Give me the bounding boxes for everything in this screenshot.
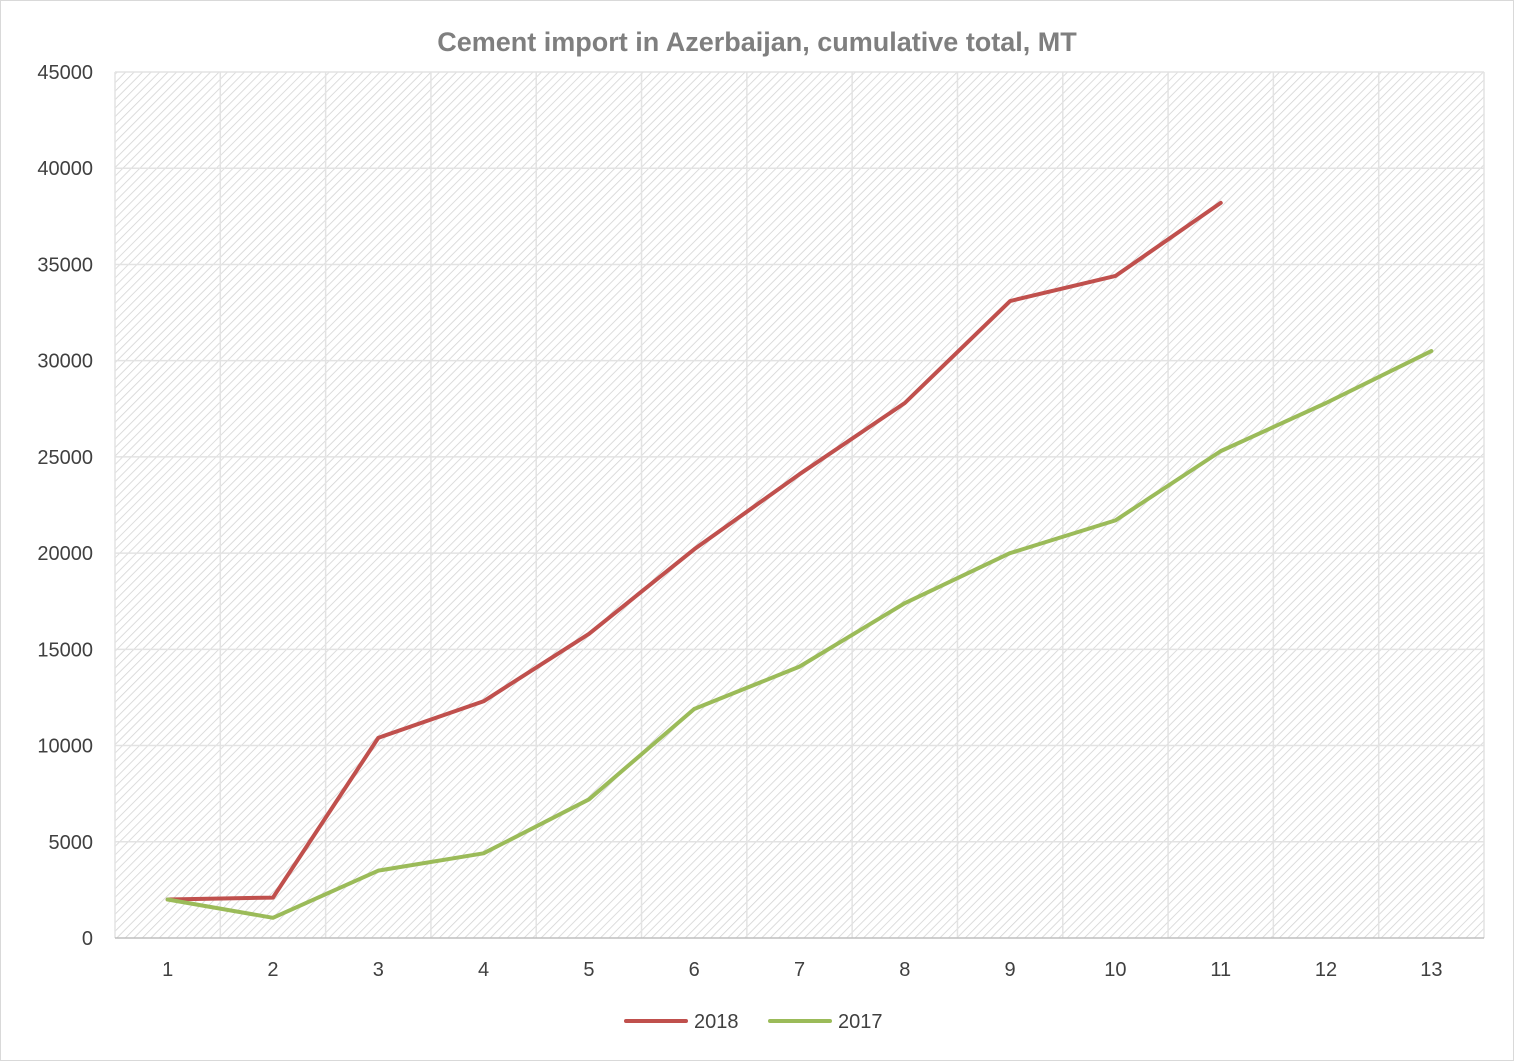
y-tick-label: 0	[82, 928, 93, 950]
y-tick-label: 20000	[37, 543, 93, 565]
y-tick-label: 40000	[37, 158, 93, 180]
x-tick-label: 2	[267, 959, 278, 981]
y-tick-label: 25000	[37, 447, 93, 469]
series-line-2018	[165, 200, 1223, 902]
x-tick-label: 5	[583, 959, 594, 981]
x-tick-label: 9	[1005, 959, 1016, 981]
chart-title: Cement import in Azerbaijan, cumulative …	[437, 27, 1077, 57]
y-tick-label: 45000	[37, 62, 93, 84]
x-tick-label: 10	[1104, 959, 1126, 981]
plot-area	[115, 72, 1484, 938]
x-tick-label: 8	[899, 959, 910, 981]
x-tick-label: 4	[478, 959, 489, 981]
legend-label-2018: 2018	[694, 1011, 739, 1033]
x-tick-label: 1	[162, 959, 173, 981]
y-tick-label: 15000	[37, 639, 93, 661]
x-tick-label: 12	[1315, 959, 1337, 981]
series-lines	[165, 200, 1434, 920]
x-tick-label: 13	[1420, 959, 1442, 981]
x-tick-label: 3	[373, 959, 384, 981]
y-tick-label: 35000	[37, 254, 93, 276]
y-tick-label: 5000	[49, 832, 94, 854]
y-tick-label: 30000	[37, 351, 93, 373]
axes: 0 5000 10000 15000 20000 25000 30000 35000 40000…	[37, 62, 1484, 981]
x-tick-label: 7	[794, 959, 805, 981]
legend: 2018 2017	[624, 1011, 883, 1033]
x-tick-label: 6	[689, 959, 700, 981]
legend-label-2017: 2017	[838, 1011, 883, 1033]
y-tick-label: 10000	[37, 736, 93, 758]
series-line-2017	[165, 349, 1434, 920]
x-tick-label: 11	[1210, 959, 1231, 981]
gridlines	[114, 71, 1485, 938]
